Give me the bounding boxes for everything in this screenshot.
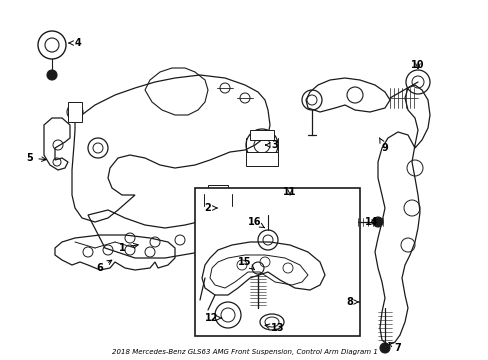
Text: 16: 16	[248, 217, 264, 228]
Text: 3: 3	[265, 140, 278, 150]
Text: 1: 1	[119, 243, 138, 253]
Text: 11: 11	[283, 187, 296, 197]
Text: 7: 7	[388, 342, 401, 353]
Text: 2: 2	[204, 203, 217, 213]
Text: 2018 Mercedes-Benz GLS63 AMG Front Suspension, Control Arm Diagram 1: 2018 Mercedes-Benz GLS63 AMG Front Suspe…	[111, 349, 377, 355]
Text: 14: 14	[365, 217, 378, 227]
Text: 9: 9	[379, 138, 387, 153]
Bar	[195, 188, 359, 336]
Circle shape	[379, 343, 389, 353]
Circle shape	[47, 70, 57, 80]
Text: 15: 15	[238, 257, 254, 270]
Text: 10: 10	[410, 60, 424, 70]
Text: 12: 12	[205, 313, 221, 323]
Text: 8: 8	[346, 297, 358, 307]
Text: 4: 4	[69, 38, 81, 48]
Bar	[207, 185, 227, 195]
Bar	[249, 130, 273, 140]
Bar	[68, 102, 82, 122]
Circle shape	[372, 217, 382, 227]
Bar	[245, 152, 278, 166]
Text: 6: 6	[97, 260, 112, 273]
Text: 5: 5	[26, 153, 46, 163]
Text: 13: 13	[264, 323, 284, 333]
Bar	[203, 206, 231, 218]
